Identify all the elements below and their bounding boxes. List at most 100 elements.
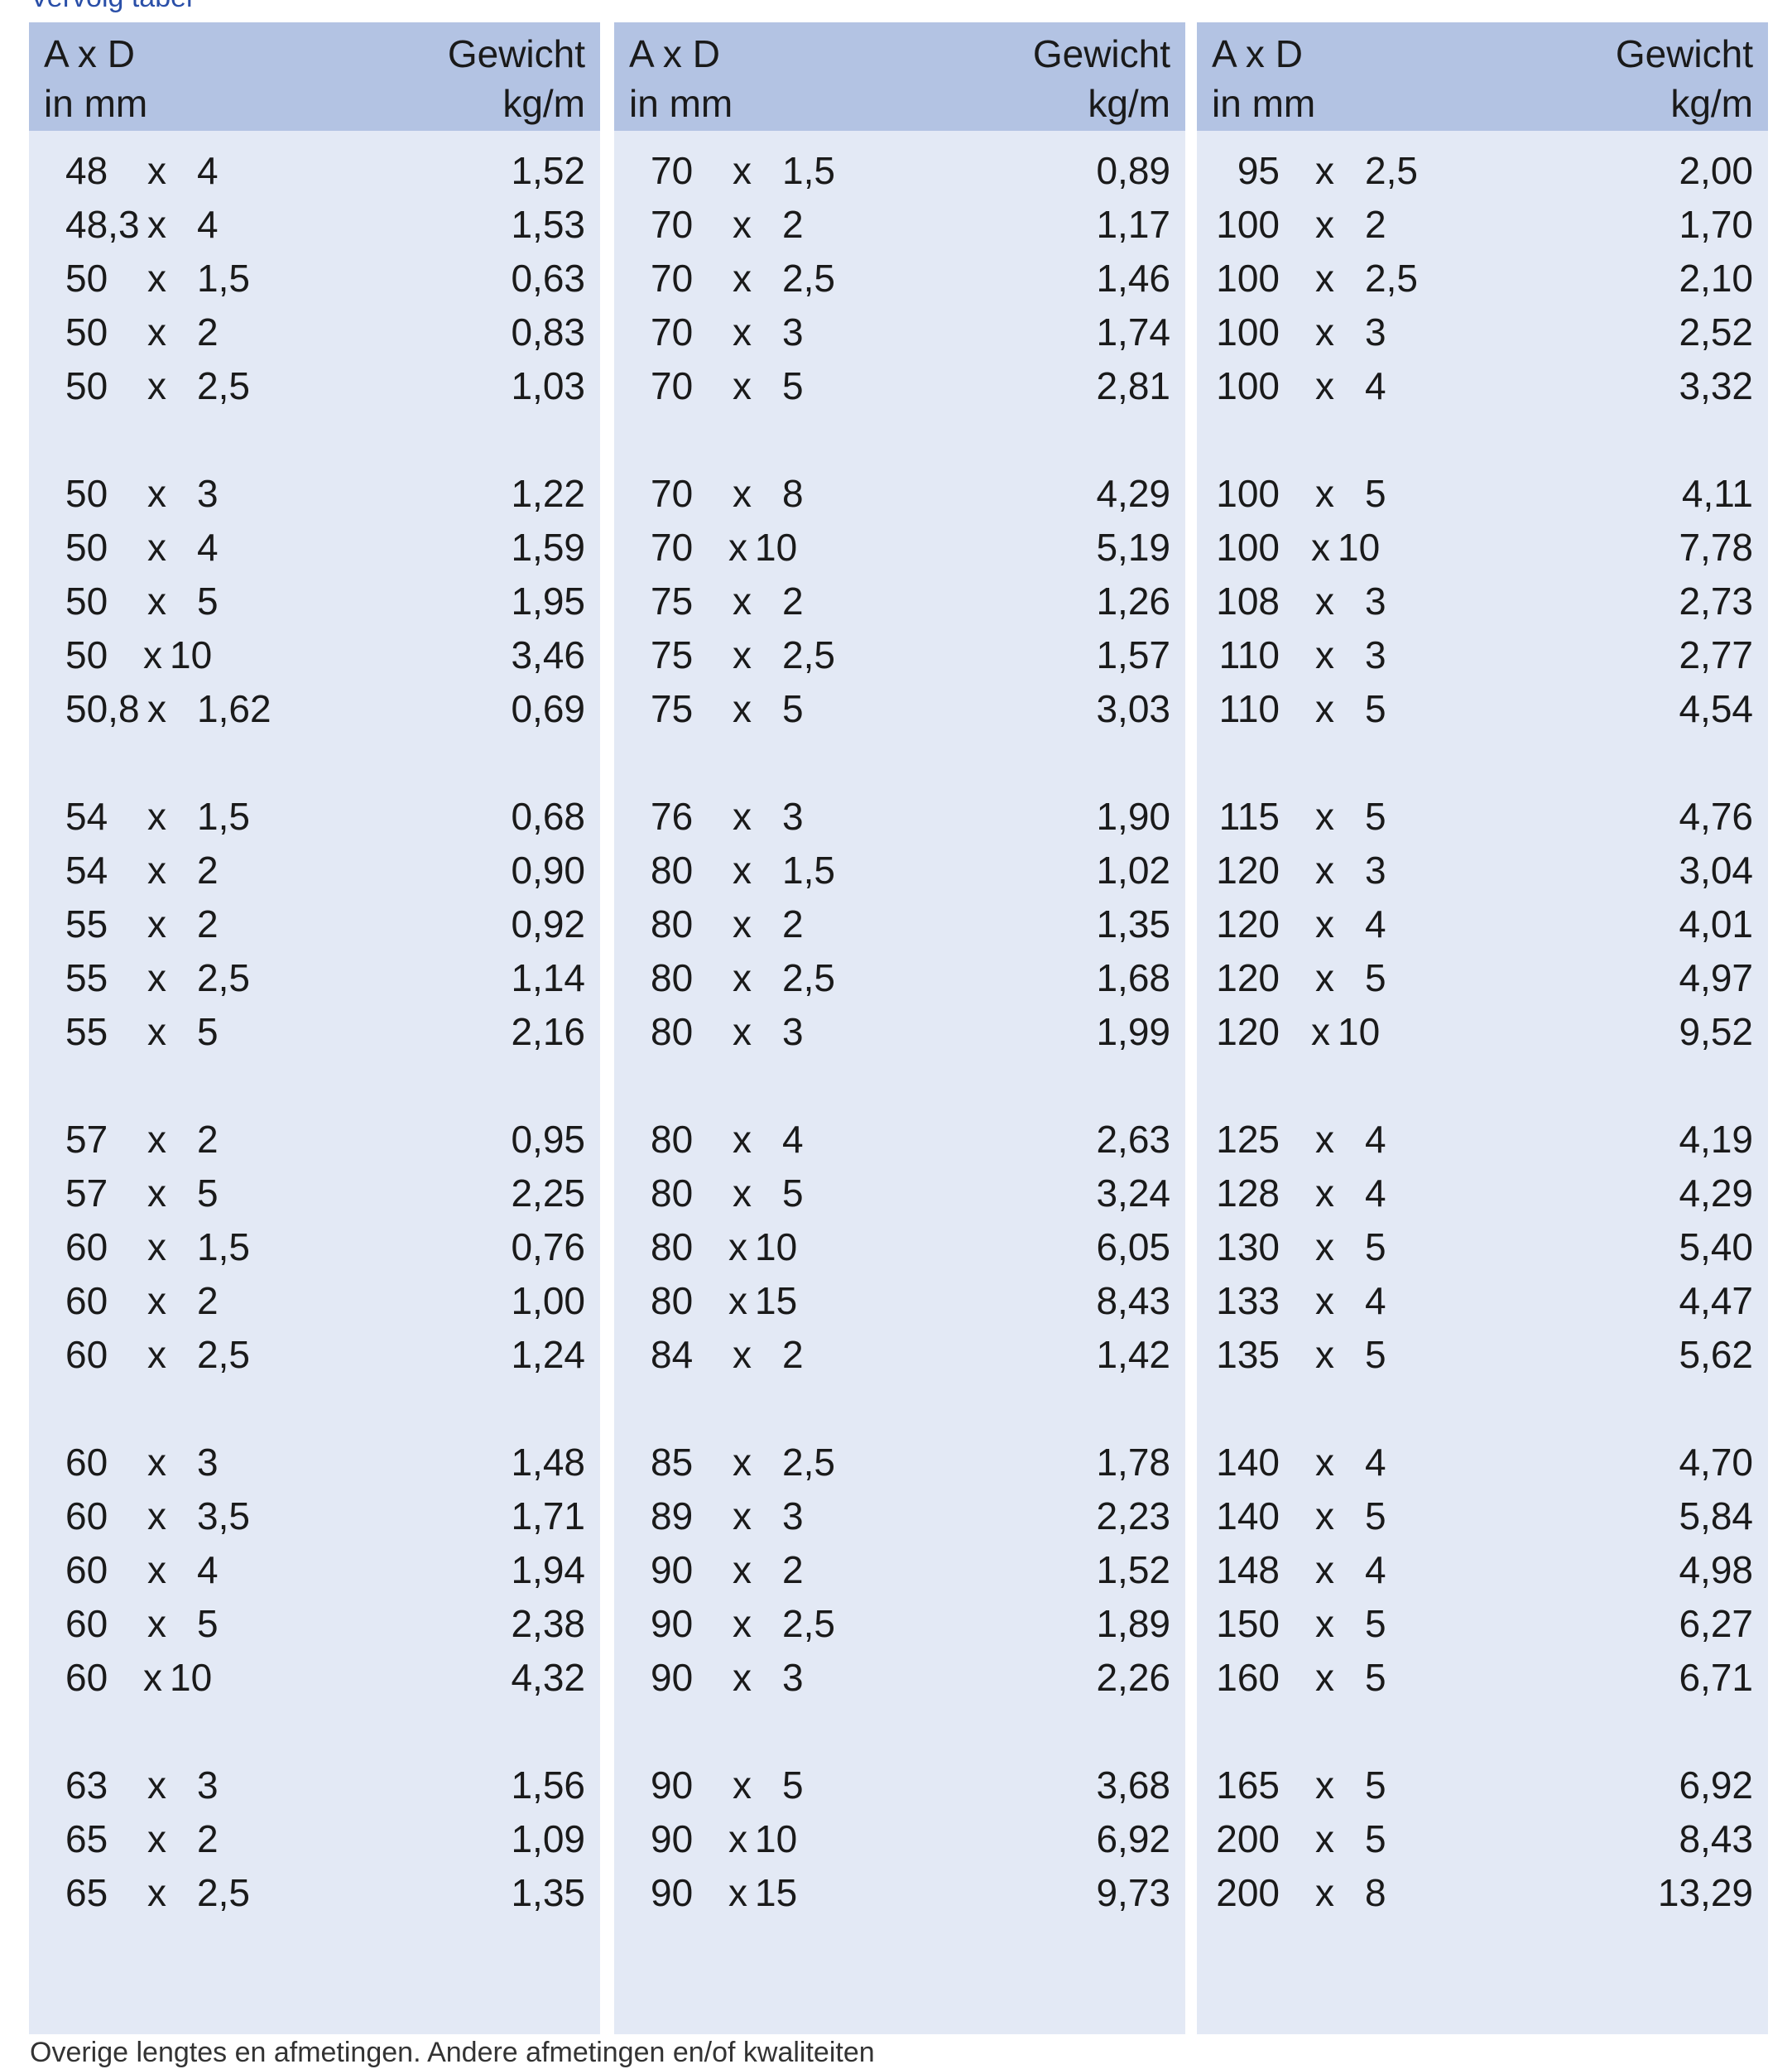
weight-value: 1,09 (511, 1817, 585, 1860)
weight-value: 5,19 (1096, 526, 1170, 569)
weight-header: Gewicht kg/m (1616, 29, 1753, 128)
outer-diameter: 128 (1216, 1172, 1280, 1215)
outer-diameter: 89 (651, 1494, 694, 1537)
weight-header: Gewicht kg/m (448, 29, 585, 128)
wall-thickness: 2 (782, 580, 804, 623)
outer-diameter: 60 (65, 1548, 108, 1591)
wall-thickness: 10 (170, 633, 213, 676)
group-spacer (1197, 736, 1768, 790)
wall-thickness: 5 (1365, 1333, 1386, 1376)
outer-diameter: 90 (651, 1871, 694, 1914)
table-row: 90 x 10 6,92 (614, 1812, 1185, 1866)
weight-value: 3,46 (511, 633, 585, 676)
table-row: 50 x 4 1,59 (29, 521, 600, 575)
wall-thickness: 8 (1365, 1871, 1386, 1914)
wall-thickness: 2 (197, 849, 219, 892)
outer-diameter: 80 (651, 1172, 694, 1215)
times-sign: x (147, 1333, 166, 1376)
table-row: 100 x 10 7,78 (1197, 521, 1768, 575)
outer-diameter: 60 (65, 1441, 108, 1484)
weight-value: 2,38 (511, 1602, 585, 1645)
weight-value: 1,14 (511, 956, 585, 999)
table-row: 70 x 8 4,29 (614, 467, 1185, 521)
wall-thickness: 3 (782, 1494, 804, 1537)
outer-diameter: 65 (65, 1871, 108, 1914)
outer-diameter: 50 (65, 526, 108, 569)
weight-value: 1,26 (1096, 580, 1170, 623)
wall-thickness: 5 (1365, 472, 1386, 515)
outer-diameter: 200 (1216, 1817, 1280, 1860)
wall-thickness: 2 (1365, 203, 1386, 246)
table-row: 60 x 10 4,32 (29, 1651, 600, 1705)
table-row: 110 x 3 2,77 (1197, 628, 1768, 682)
wall-thickness: 10 (1338, 1010, 1381, 1053)
times-sign: x (733, 257, 752, 300)
times-sign: x (1315, 1817, 1334, 1860)
table-row: 120 x 10 9,52 (1197, 1005, 1768, 1059)
wall-thickness: 15 (755, 1871, 798, 1914)
table-row: 90 x 2,5 1,89 (614, 1597, 1185, 1651)
dimension-header-unit: in mm (44, 82, 148, 125)
wall-thickness: 3 (1365, 633, 1386, 676)
wall-thickness: 10 (755, 1225, 798, 1268)
footnote: Overige lengtes en afmetingen. Andere af… (30, 2037, 875, 2068)
times-sign: x (1315, 580, 1334, 623)
weight-value: 6,05 (1096, 1225, 1170, 1268)
table-row: 48 x 4 1,52 (29, 144, 600, 198)
wall-thickness: 2,5 (782, 1441, 835, 1484)
wall-thickness: 5 (197, 1602, 219, 1645)
table-row: 57 x 2 0,95 (29, 1113, 600, 1167)
outer-diameter: 108 (1216, 580, 1280, 623)
weight-value: 1,46 (1096, 257, 1170, 300)
times-sign: x (1311, 1010, 1330, 1053)
wall-thickness: 4 (1365, 1118, 1386, 1161)
weight-header: Gewicht kg/m (1033, 29, 1170, 128)
wall-thickness: 5 (782, 687, 804, 730)
table-row: 70 x 10 5,19 (614, 521, 1185, 575)
outer-diameter: 95 (1237, 149, 1280, 192)
wall-thickness: 10 (1338, 526, 1381, 569)
wall-thickness: 2,5 (782, 633, 835, 676)
table-row: 125 x 4 4,19 (1197, 1113, 1768, 1167)
times-sign: x (147, 1494, 166, 1537)
table-row: 80 x 5 3,24 (614, 1167, 1185, 1220)
outer-diameter: 48,3 (65, 203, 140, 246)
outer-diameter: 100 (1216, 472, 1280, 515)
wall-thickness: 1,5 (197, 1225, 250, 1268)
outer-diameter: 50 (65, 310, 108, 354)
wall-thickness: 4 (1365, 902, 1386, 945)
table-row: 90 x 2 1,52 (614, 1543, 1185, 1597)
group-spacer (1197, 1382, 1768, 1436)
weight-value: 0,89 (1096, 149, 1170, 192)
table-row: 70 x 3 1,74 (614, 306, 1185, 359)
weight-value: 3,03 (1096, 687, 1170, 730)
dimension-header-line1: A x D (44, 32, 135, 75)
times-sign: x (1315, 795, 1334, 838)
weight-value: 4,54 (1679, 687, 1753, 730)
times-sign: x (147, 149, 166, 192)
wall-thickness: 3 (1365, 310, 1386, 354)
times-sign: x (733, 1548, 752, 1591)
outer-diameter: 57 (65, 1172, 108, 1215)
outer-diameter: 80 (651, 1279, 694, 1322)
wall-thickness: 4 (197, 1548, 219, 1591)
wall-thickness: 4 (782, 1118, 804, 1161)
times-sign: x (147, 364, 166, 407)
outer-diameter: 60 (65, 1656, 108, 1699)
times-sign: x (147, 902, 166, 945)
table-row: 80 x 2,5 1,68 (614, 951, 1185, 1005)
wall-thickness: 5 (782, 1172, 804, 1215)
weight-value: 1,24 (511, 1333, 585, 1376)
times-sign: x (1315, 1494, 1334, 1537)
times-sign: x (143, 1656, 162, 1699)
outer-diameter: 100 (1216, 203, 1280, 246)
times-sign: x (733, 1763, 752, 1807)
weight-value: 1,02 (1096, 849, 1170, 892)
times-sign: x (1315, 1548, 1334, 1591)
table-row: 85 x 2,5 1,78 (614, 1436, 1185, 1489)
weight-value: 5,40 (1679, 1225, 1753, 1268)
outer-diameter: 100 (1216, 310, 1280, 354)
times-sign: x (733, 1656, 752, 1699)
weight-header-unit: kg/m (1670, 82, 1753, 125)
